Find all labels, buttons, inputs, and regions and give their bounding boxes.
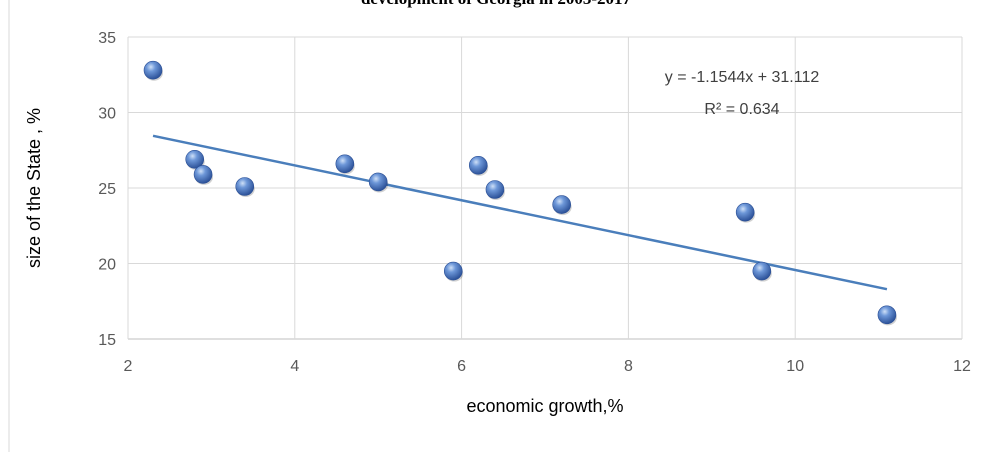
data-point — [752, 261, 772, 281]
y-tick-label: 25 — [98, 181, 116, 198]
y-tick-label: 30 — [98, 106, 116, 123]
data-point — [193, 165, 213, 184]
data-point — [735, 202, 755, 222]
data-point — [468, 156, 488, 175]
data-point — [552, 195, 571, 214]
trendline — [152, 134, 888, 291]
x-tick-label: 2 — [124, 358, 133, 375]
x-tick-label: 10 — [786, 358, 804, 375]
data-point — [143, 60, 163, 80]
trendline-layer — [152, 134, 888, 291]
data-point — [335, 154, 355, 174]
x-axis-label: economic growth,% — [466, 396, 623, 416]
data-point — [368, 172, 388, 192]
x-tick-label: 12 — [953, 358, 971, 375]
data-point — [877, 305, 897, 325]
chart-title: development of Georgia in 2003-2017 — [361, 0, 632, 8]
trendline-equation: y = -1.1544x + 31.112 — [665, 69, 820, 86]
data-point — [485, 180, 505, 199]
grid-lines — [127, 36, 963, 340]
x-tick-labels: 2 4 6 8 10 12 — [124, 358, 971, 375]
x-tick-label: 8 — [624, 358, 633, 375]
x-tick-label: 6 — [457, 358, 466, 375]
data-point — [235, 177, 255, 196]
y-axis-label: size of the State , % — [24, 108, 44, 268]
y-tick-labels: 15 20 25 30 35 — [98, 30, 116, 349]
data-point — [185, 150, 205, 169]
y-tick-label: 35 — [98, 30, 116, 47]
y-tick-label: 15 — [98, 332, 116, 349]
data-point — [443, 261, 463, 281]
y-tick-label: 20 — [98, 257, 116, 274]
x-tick-label: 4 — [290, 358, 299, 375]
data-points — [143, 60, 897, 326]
trendline-r-squared: R² = 0.634 — [704, 101, 779, 118]
